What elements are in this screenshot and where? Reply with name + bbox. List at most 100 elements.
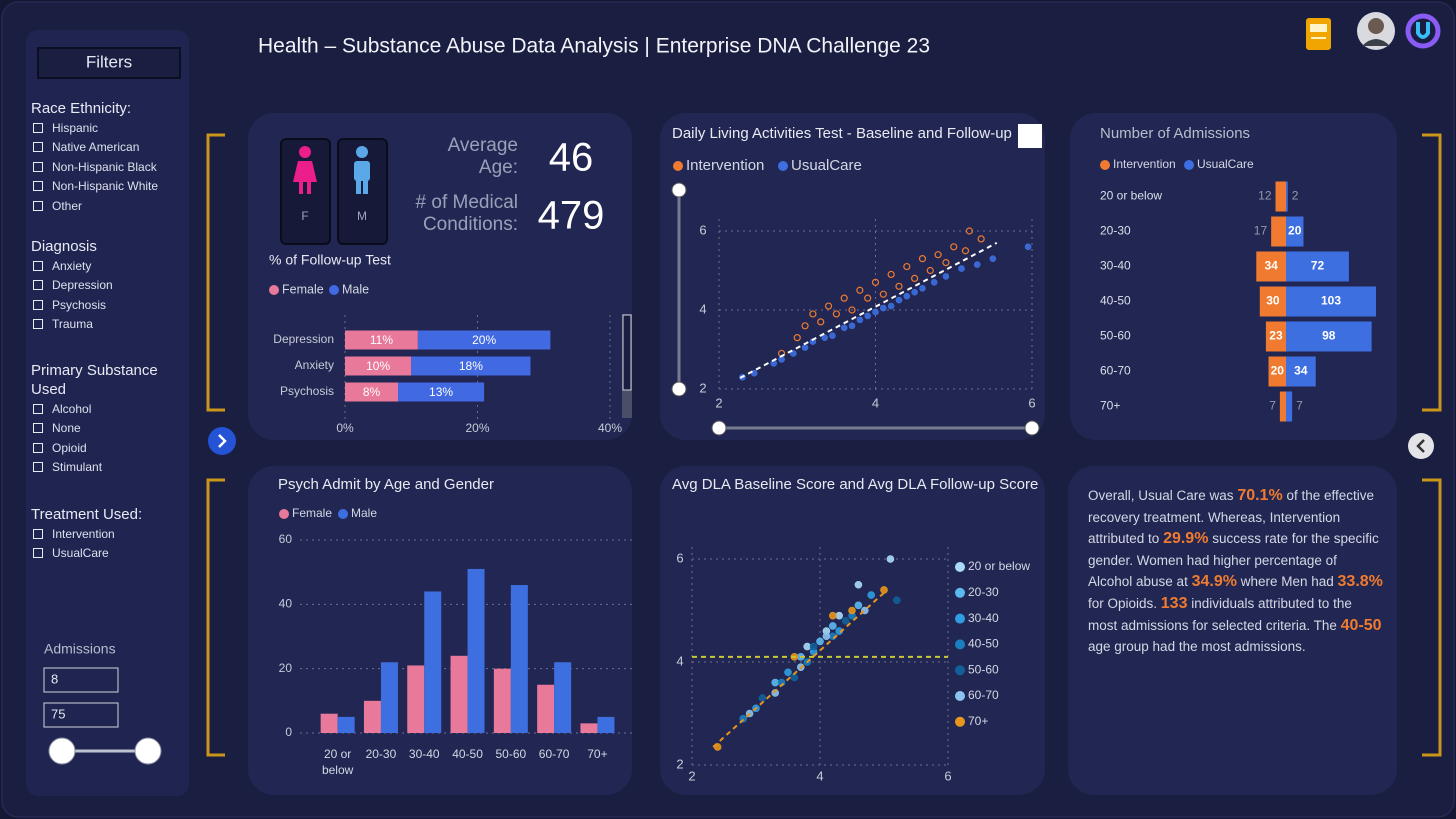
value-label: 20% [472,333,496,347]
scrollbar[interactable] [622,314,632,418]
slider-thumb[interactable] [134,737,162,765]
filter-option[interactable]: Trauma [31,315,171,335]
scatter-point [784,668,792,677]
scatter-point [840,294,848,302]
value-label: 7 [1296,399,1303,413]
legend-marker [279,509,289,519]
scatter-point [841,616,850,625]
value-label: 20 [1271,364,1285,378]
x-tick-label: 40% [598,421,622,435]
y-tick-label: 20 or below [1100,189,1162,203]
scatter-point [872,308,879,316]
scatter-point [817,318,825,326]
scatter-point [895,296,903,304]
legend-marker [778,161,788,171]
filter-option-label: Alcohol [52,401,92,416]
filter-option[interactable]: Hispanic [31,118,171,138]
bar [597,716,615,733]
legend-marker [955,691,965,701]
filter-option[interactable]: Alcohol [31,399,171,419]
filter-option[interactable]: Non-Hispanic White [31,177,171,197]
filter-option[interactable]: Depression [31,276,171,296]
slider-thumb[interactable] [48,737,76,765]
bar [417,330,551,350]
scatter-point [809,310,817,318]
summary-segment: of the effective recovery treatment. Whe… [1088,488,1374,547]
filter-option-label: Psychosis [52,297,107,312]
slider-thumb [671,381,687,397]
filter-option[interactable]: Opioid [31,438,171,458]
summary-highlight: 133 [1160,594,1188,612]
gender-label: M [357,209,367,223]
y-tick-label: Depression [273,332,334,346]
chart-title: Avg DLA Baseline Score and Avg DLA Follo… [672,476,1038,493]
input-value: 8 [51,671,58,686]
bar [345,356,412,376]
filter-option-label: Native American [52,140,140,155]
bar [1286,391,1293,422]
chart-title: Number of Admissions [1100,125,1250,142]
x-tick-label: 2 [688,768,695,783]
filter-option-label: Non-Hispanic Black [52,159,157,174]
input-box [43,667,119,693]
filter-option[interactable]: Native American [31,138,171,158]
checkbox [33,403,43,414]
summary-highlight: 40-50 [1340,616,1382,634]
filter-option[interactable]: None [31,419,171,439]
input-box [43,702,119,728]
scatter-point [822,632,831,641]
reference-line [739,241,998,379]
checkbox [33,548,43,559]
bar [411,356,531,376]
admissions-input[interactable]: 8 [43,667,119,693]
bar [345,382,398,402]
filter-option[interactable]: Intervention [31,524,171,544]
filter-option[interactable]: Non-Hispanic Black [31,157,171,177]
x-range-slider[interactable] [711,420,1040,436]
female-leg [307,181,311,194]
y-tick-label: 30-40 [1100,259,1131,273]
scatter-point [880,304,887,312]
y-range-slider[interactable] [671,182,687,397]
logo[interactable] [1405,13,1441,49]
logo-ring [1405,13,1441,49]
value-label: 30 [1266,294,1280,308]
legend-marker [673,161,683,171]
filter-heading: Diagnosis [31,238,97,255]
icon-box [280,138,331,245]
avatar[interactable] [1357,12,1395,50]
filter-option-label: Stimulant [52,460,103,475]
checkbox [33,260,43,271]
page-title: Health – Substance Abuse Data Analysis |… [258,35,930,58]
scroll-thumb [622,314,632,391]
value-label: 23 [1269,329,1283,343]
scatter-point [926,266,934,275]
y-tick-label: 50-60 [1100,329,1131,343]
filter-option[interactable]: Psychosis [31,295,171,315]
chart-title: Daily Living Activities Test - Baseline … [672,125,1012,142]
admissions-input[interactable]: 75 [43,702,119,728]
back-button[interactable] [1408,433,1434,459]
bracket [1422,133,1442,412]
x-tick-label: 6 [944,768,951,783]
bar [1259,286,1286,317]
value-label: 18% [459,359,483,373]
filter-option[interactable]: Anxiety [31,256,171,276]
bar [1256,251,1286,282]
filter-option[interactable]: Other [31,196,171,216]
scatter-point [848,306,856,314]
bar [1286,321,1372,352]
filter-option[interactable]: UsualCare [31,544,171,564]
checkbox [33,200,43,211]
y-tick-label: 4 [676,653,683,668]
checkbox [33,181,43,192]
scatter-point [856,316,864,324]
book-icon[interactable] [1306,18,1331,50]
filter-option[interactable]: Stimulant [31,458,171,478]
kpi-value: 479 [538,194,605,238]
next-button[interactable] [208,427,236,455]
value-label: 10% [366,359,390,373]
checkbox [33,142,43,153]
scatter-point [854,580,863,589]
x-tick-label: 70+ [587,747,608,761]
